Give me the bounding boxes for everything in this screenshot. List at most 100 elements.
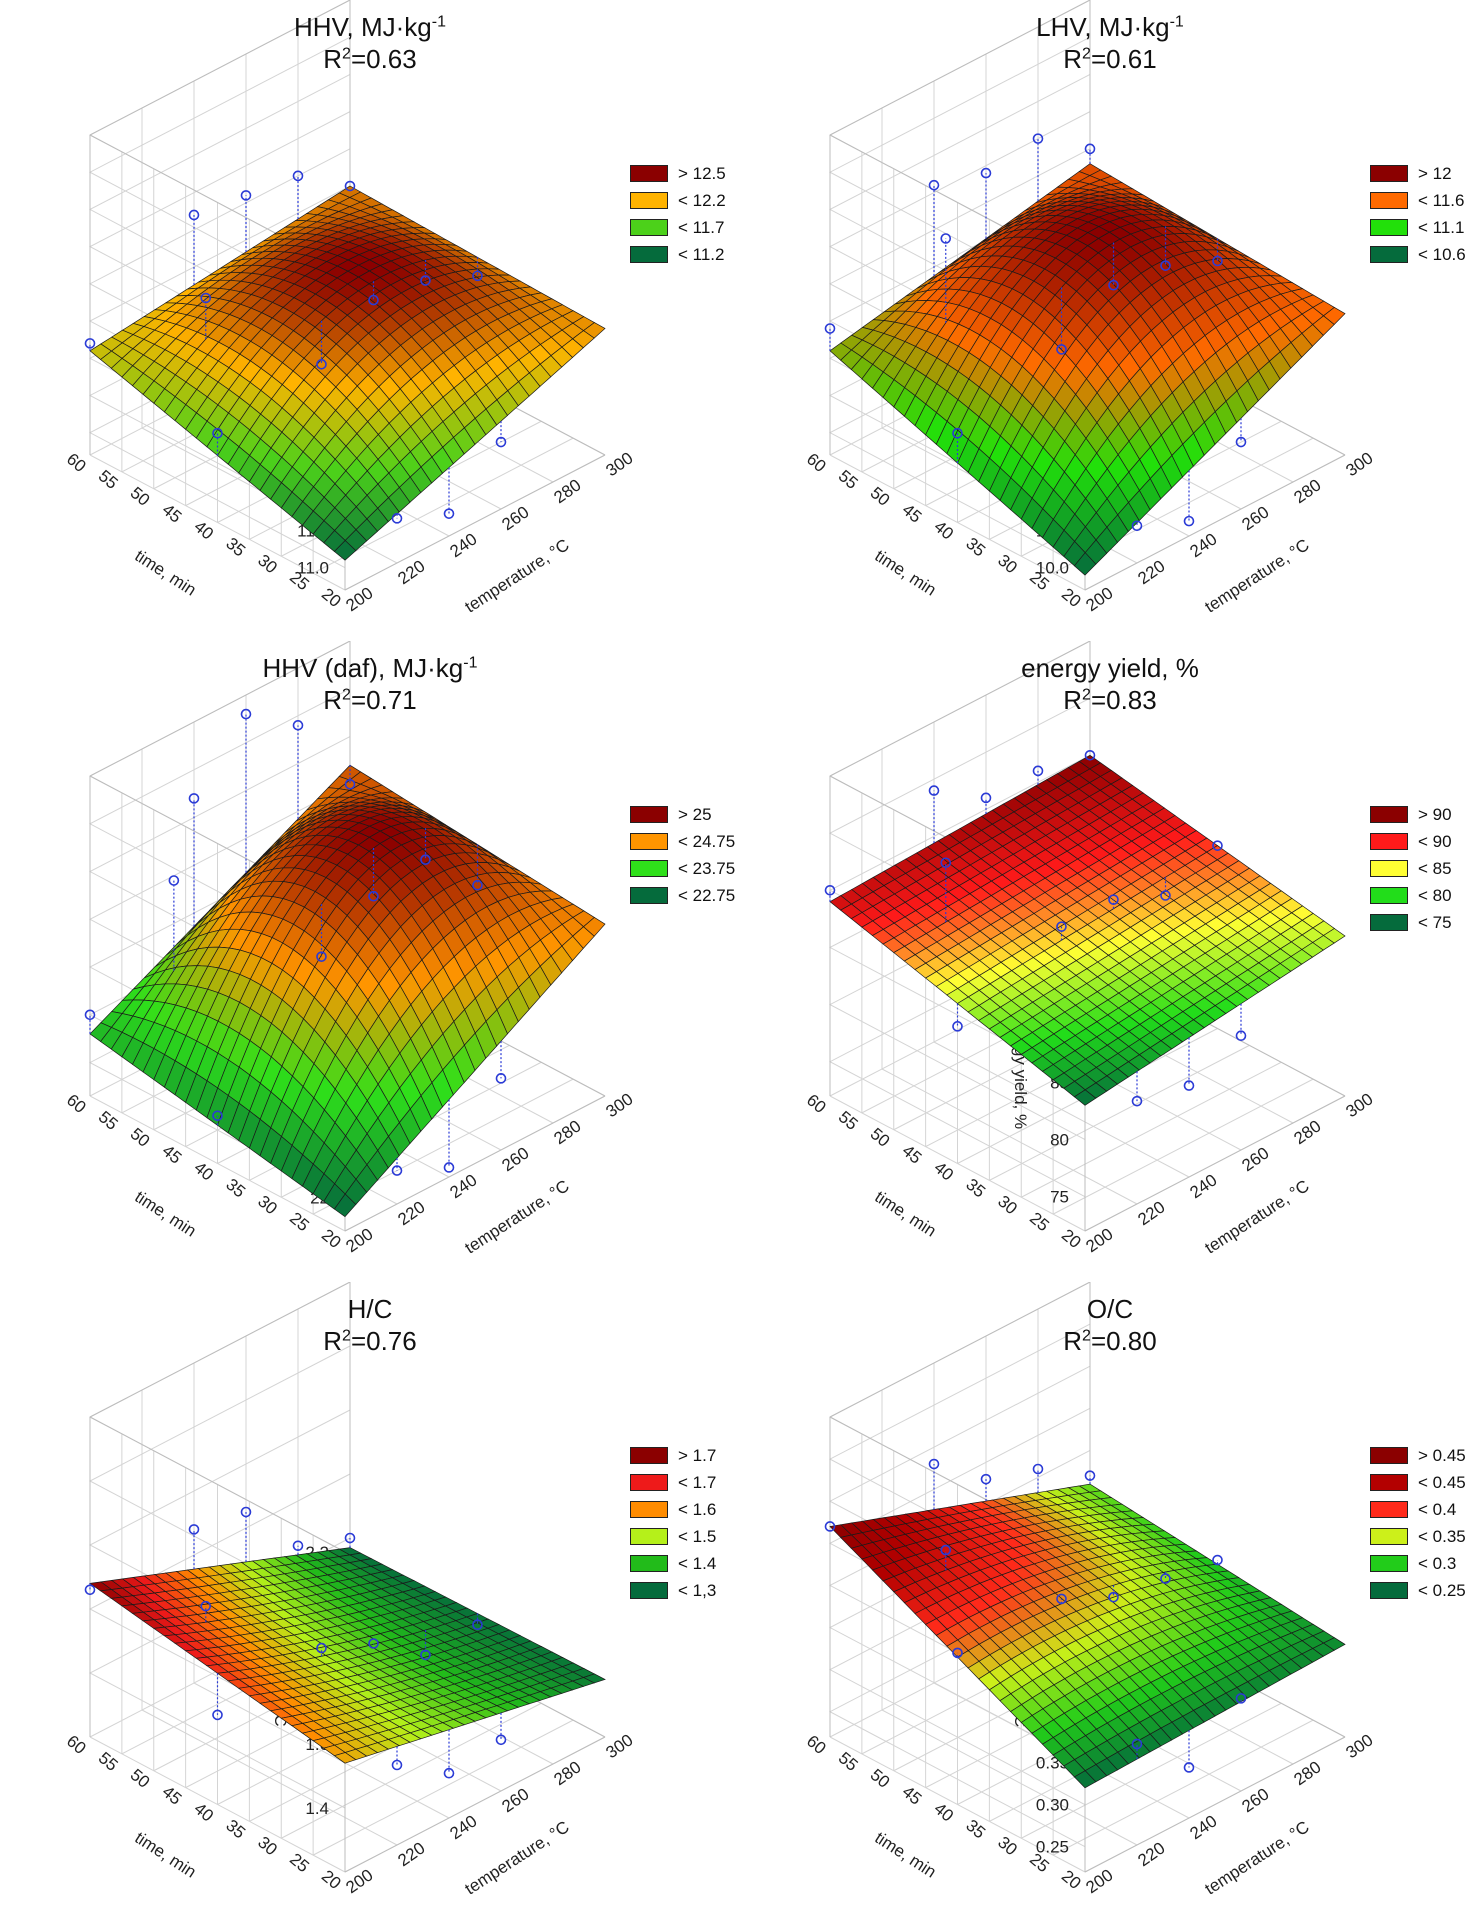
legend-item: > 25 [630,801,735,828]
r-squared: R2=0.80 [740,1326,1480,1356]
data-point [443,508,455,519]
legend-item: < 1.4 [630,1550,716,1577]
legend-item: < 11.2 [630,241,726,268]
r-squared: R2=0.61 [740,44,1480,74]
data-point [84,338,96,349]
box-edge [829,1282,1091,1418]
data-point [1212,840,1223,851]
legend: > 12 < 11.6 < 11.1 < 10.6 [1370,160,1466,268]
data-point [952,1021,963,1032]
legend: > 25 < 24.75 < 23.75 < 22.75 [630,801,735,909]
observed-points [84,170,507,524]
data-point [316,359,327,370]
data-point [1056,344,1067,355]
y-tick-label: 50 [127,1765,154,1792]
y-tick-label: 20 [318,584,345,611]
data-point [344,1532,356,1544]
data-point [368,890,379,902]
y-tick-label: 35 [222,1175,249,1202]
title-text: HHV (daf), MJ·kg [262,653,464,683]
r2-label: R [1063,44,1083,74]
x-axis-title: temperature, °C [461,535,572,616]
data-point [1183,1080,1195,1091]
legend: > 90 < 90 < 85 < 80 < 75 [1370,801,1452,936]
data-point [1160,890,1171,901]
box-edge [344,1095,606,1232]
y-tick-label: 35 [222,1816,249,1843]
x-tick-label: 300 [1342,1730,1376,1762]
chart-title: O/C [740,1294,1480,1324]
data-point [472,1619,483,1631]
r2-value: =0.71 [350,685,417,715]
legend-item: < 90 [1370,828,1452,855]
r2-superscript: 2 [1082,686,1091,704]
data-point [200,1600,212,1612]
z-tick-label: 0.30 [1036,1796,1069,1815]
y-tick-label: 30 [994,551,1021,578]
legend-swatch [630,1528,668,1545]
data-point [212,427,223,439]
y-tick-label: 35 [962,1816,989,1843]
chart-panel: 2223242526272820253035404550556020022024… [0,641,740,1282]
r2-superscript: 2 [1082,45,1091,63]
box-edge [344,1736,606,1873]
legend-swatch [1370,914,1408,931]
legend-label: < 11.1 [1418,217,1465,237]
r2-value: =0.61 [1090,44,1157,74]
legend-label: > 1.7 [678,1445,717,1465]
chart-title: HHV, MJ·kg-1 [0,12,740,42]
y-tick-label: 50 [867,483,894,510]
gridline [1021,1702,1282,1839]
y-tick-label: 55 [95,466,122,493]
y-tick-label: 40 [930,1158,957,1185]
box-edge [89,641,351,777]
surface-cell [1073,552,1097,576]
data-point [1212,1554,1223,1566]
data-point [1183,1762,1195,1773]
data-point [824,323,836,334]
y-tick-label: 35 [962,1175,989,1202]
box-edge [829,641,1091,777]
data-point [1056,921,1067,932]
chart-svg: 0.250.300.350.400.450.500.550.6020253035… [803,1282,1377,1899]
legend-item: < 0.3 [1370,1550,1466,1577]
y-tick-label: 30 [254,1192,281,1219]
chart-svg: 7580859095100202530354045505560200220240… [803,641,1377,1258]
observed-points [84,1506,507,1779]
response-surface [829,163,1346,576]
chart-svg: 10.010.511.011.512.012.513.013.514.02025… [803,0,1377,617]
data-point [240,1506,252,1518]
r2-value: =0.80 [1090,1326,1157,1356]
data-point [391,513,403,524]
y-tick-label: 45 [899,1141,926,1168]
data-point [420,275,431,286]
observed-points [824,1458,1247,1773]
legend-label: < 75 [1418,912,1452,932]
data-point [928,785,940,796]
legend-item: < 85 [1370,855,1452,882]
gridline [829,454,1086,591]
data-point [495,1073,507,1084]
z-tick-label: 10.0 [1036,559,1069,578]
y-tick-label: 20 [318,1866,345,1893]
box-edge [1084,454,1346,591]
chart-panel: 1.41.61.82.02.22025303540455055602002202… [0,1282,740,1923]
legend-label: > 12.5 [678,163,726,183]
y-tick-label: 20 [1058,584,1085,611]
data-point [420,854,431,865]
legend-item: < 0.45 [1370,1469,1466,1496]
data-point [1032,133,1044,144]
legend-label: < 23.75 [678,858,736,878]
r2-superscript: 2 [342,1327,351,1345]
z-tick-label: 11.0 [297,559,329,578]
chart-panel: 10.010.511.011.512.012.513.013.514.02025… [740,0,1480,641]
response-surface [89,1547,606,1764]
data-point [824,884,836,896]
data-point [1032,765,1044,777]
legend-item: < 1.7 [630,1469,716,1496]
legend-item: > 0.45 [1370,1442,1466,1469]
legend-label: < 1.4 [678,1553,717,1573]
legend-label: < 0.45 [1418,1472,1466,1492]
legend-item: > 90 [1370,801,1452,828]
